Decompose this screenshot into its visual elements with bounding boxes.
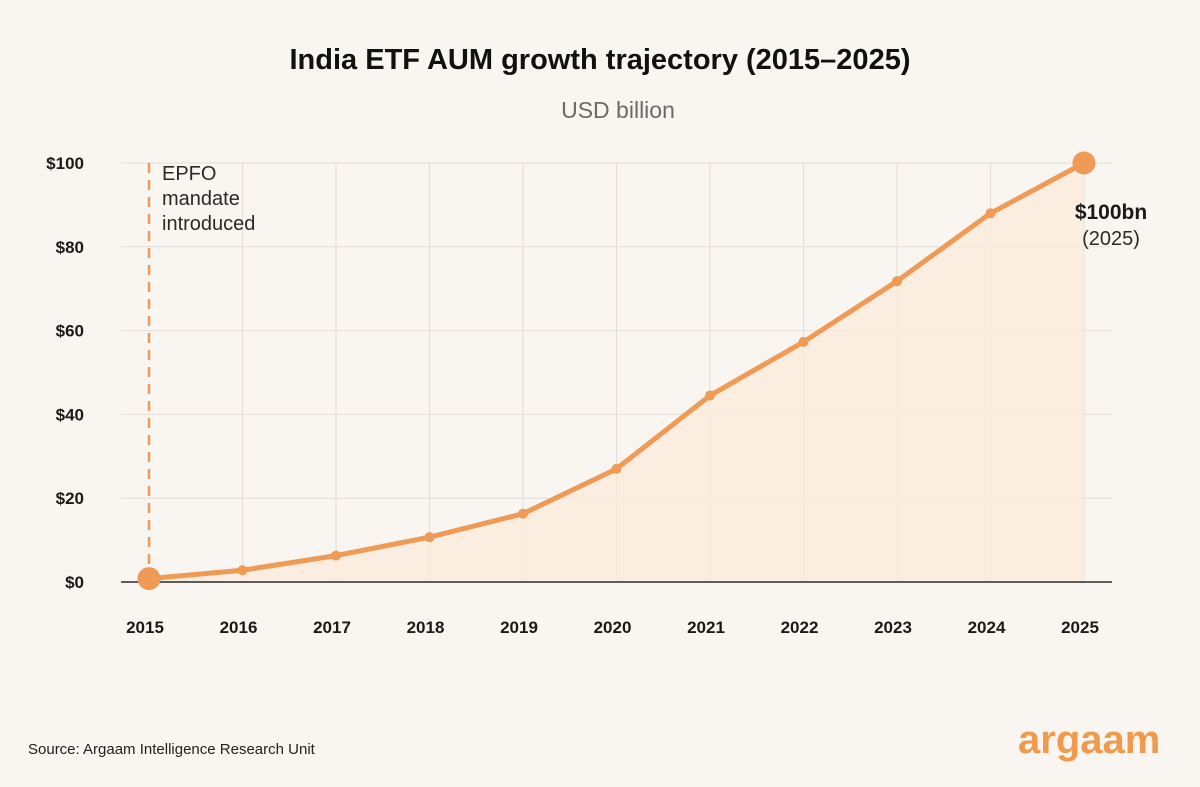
y-tick-label: $100	[46, 154, 84, 173]
data-point	[985, 208, 996, 219]
y-tick-label: $80	[56, 238, 84, 257]
x-tick-label: 2023	[874, 618, 912, 637]
chart-title: India ETF AUM growth trajectory (2015–20…	[289, 44, 911, 76]
x-tick-label: 2018	[407, 618, 445, 637]
epfo-annotation-label: mandate	[162, 188, 240, 210]
x-tick-label: 2016	[220, 618, 258, 637]
argaam-logo: argaam	[1018, 718, 1161, 762]
epfo-annotation-label: EPFO	[162, 163, 216, 185]
axis-layer	[121, 163, 1112, 583]
x-tick-label: 2017	[313, 618, 351, 637]
x-tick-label: 2019	[500, 618, 538, 637]
end-value-label: $100bn	[1075, 201, 1147, 224]
data-point	[424, 532, 435, 543]
x-tick-label: 2024	[968, 618, 1006, 637]
data-point	[331, 550, 341, 561]
endpoint-marker	[1072, 151, 1096, 175]
label-layer: $0 $20 $40 $60 $80 $100 2015 2016 2017 2018 2019 20…	[46, 154, 1147, 637]
y-tick-label: $0	[65, 573, 84, 592]
data-point	[705, 390, 715, 401]
chart-subtitle: USD billion	[561, 97, 675, 123]
area-layer	[149, 163, 1084, 582]
data-point	[237, 565, 248, 576]
y-tick-label: $40	[56, 405, 84, 424]
data-point	[518, 508, 528, 519]
endpoint-marker	[137, 567, 161, 591]
x-tick-label: 2025	[1061, 618, 1099, 637]
x-tick-label: 2021	[687, 618, 725, 637]
source-note: Source: Argaam Intelligence Research Uni…	[28, 741, 315, 758]
data-point	[892, 276, 902, 287]
x-tick-label: 2020	[594, 618, 632, 637]
epfo-annotation-label: introduced	[162, 213, 255, 235]
area-fill	[149, 163, 1084, 582]
data-point	[798, 336, 809, 347]
y-tick-label: $60	[56, 322, 84, 341]
x-tick-label: 2022	[781, 618, 819, 637]
y-tick-label: $20	[56, 489, 84, 508]
end-year-label: (2025)	[1082, 228, 1140, 250]
x-tick-label: 2015	[126, 618, 164, 637]
data-point	[611, 463, 622, 474]
point-layer	[137, 151, 1096, 591]
